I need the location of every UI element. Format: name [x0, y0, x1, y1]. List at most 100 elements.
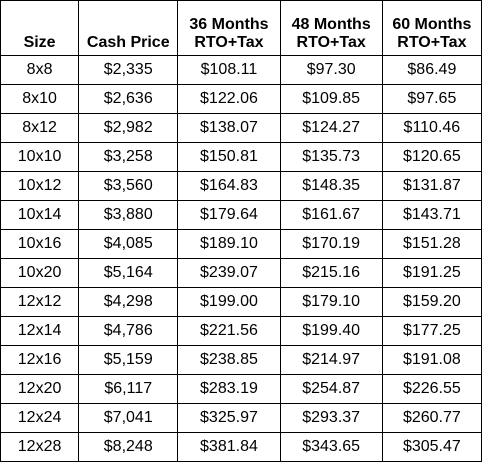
table-row: 10x20 $5,164 $239.07 $215.16 $191.25 — [0, 258, 482, 288]
table-header: Size Cash Price 36 Months RTO+Tax 48 Months R… — [0, 0, 482, 56]
cell-m36: $325.97 — [177, 403, 281, 433]
cell-size: 12x24 — [0, 403, 80, 433]
header-row: Size Cash Price 36 Months RTO+Tax 48 Months R… — [0, 0, 482, 56]
cell-m60: $143.71 — [381, 200, 482, 230]
cell-size: 12x12 — [0, 287, 80, 317]
cell-m48: $179.10 — [279, 287, 383, 317]
cell-m60: $177.25 — [381, 316, 482, 346]
cell-m36: $122.06 — [177, 84, 281, 114]
cell-m60: $97.65 — [381, 84, 482, 114]
table-row: 12x14 $4,786 $221.56 $199.40 $177.25 — [0, 316, 482, 346]
column-header-line: RTO+Tax — [397, 34, 467, 51]
cell-size: 12x28 — [0, 432, 80, 462]
cell-m60: $151.28 — [381, 229, 482, 259]
cell-m60: $159.20 — [381, 287, 482, 317]
cell-m48: $97.30 — [279, 55, 383, 85]
cell-m48: $124.27 — [279, 113, 383, 143]
cell-m60: $131.87 — [381, 171, 482, 201]
column-header-line: 60 Months — [392, 16, 472, 33]
cell-m48: $214.97 — [279, 345, 383, 375]
cell-cash-price: $4,085 — [78, 229, 179, 259]
cell-m36: $179.64 — [177, 200, 281, 230]
cell-size: 8x12 — [0, 113, 80, 143]
cell-m60: $305.47 — [381, 432, 482, 462]
column-header-line: Cash Price — [86, 34, 170, 51]
cell-m60: $191.25 — [381, 258, 482, 288]
table-row: 12x16 $5,159 $238.85 $214.97 $191.08 — [0, 345, 482, 375]
cell-cash-price: $7,041 — [78, 403, 179, 433]
cell-m48: $161.67 — [279, 200, 383, 230]
column-header-line: 36 Months — [189, 16, 269, 33]
cell-size: 10x20 — [0, 258, 80, 288]
column-header-size: Size — [0, 0, 80, 56]
cell-m60: $120.65 — [381, 142, 482, 172]
cell-m48: $343.65 — [279, 432, 383, 462]
cell-m48: $148.35 — [279, 171, 383, 201]
cell-m36: $164.83 — [177, 171, 281, 201]
cell-cash-price: $2,335 — [78, 55, 179, 85]
column-header-m36: 36 Months RTO+Tax — [177, 0, 281, 56]
table-body: 8x8 $2,335 $108.11 $97.30 $86.49 8x10 $2,636 $1… — [0, 55, 482, 462]
table-row: 12x28 $8,248 $381.84 $343.65 $305.47 — [0, 432, 482, 462]
table-row: 12x20 $6,117 $283.19 $254.87 $226.55 — [0, 374, 482, 404]
cell-m36: $138.07 — [177, 113, 281, 143]
cell-m48: $293.37 — [279, 403, 383, 433]
cell-cash-price: $8,248 — [78, 432, 179, 462]
table-row: 10x14 $3,880 $179.64 $161.67 $143.71 — [0, 200, 482, 230]
column-header-line: 48 Months — [291, 16, 371, 33]
table-row: 12x24 $7,041 $325.97 $293.37 $260.77 — [0, 403, 482, 433]
cell-size: 12x20 — [0, 374, 80, 404]
cell-m36: $189.10 — [177, 229, 281, 259]
cell-m48: $135.73 — [279, 142, 383, 172]
cell-cash-price: $5,164 — [78, 258, 179, 288]
cell-m60: $191.08 — [381, 345, 482, 375]
cell-size: 12x16 — [0, 345, 80, 375]
cell-cash-price: $2,982 — [78, 113, 179, 143]
cell-m48: $199.40 — [279, 316, 383, 346]
cell-size: 8x10 — [0, 84, 80, 114]
cell-m60: $260.77 — [381, 403, 482, 433]
cell-size: 10x14 — [0, 200, 80, 230]
column-header-cash-price: Cash Price — [78, 0, 179, 56]
cell-m36: $150.81 — [177, 142, 281, 172]
cell-m48: $170.19 — [279, 229, 383, 259]
table-row: 10x16 $4,085 $189.10 $170.19 $151.28 — [0, 229, 482, 259]
cell-size: 12x14 — [0, 316, 80, 346]
cell-m60: $86.49 — [381, 55, 482, 85]
table-row: 8x12 $2,982 $138.07 $124.27 $110.46 — [0, 113, 482, 143]
cell-m36: $283.19 — [177, 374, 281, 404]
cell-m48: $254.87 — [279, 374, 383, 404]
cell-cash-price: $3,560 — [78, 171, 179, 201]
column-header-line: RTO+Tax — [296, 34, 366, 51]
cell-cash-price: $4,786 — [78, 316, 179, 346]
cell-size: 8x8 — [0, 55, 80, 85]
table-row: 8x8 $2,335 $108.11 $97.30 $86.49 — [0, 55, 482, 85]
cell-m36: $238.85 — [177, 345, 281, 375]
table-row: 8x10 $2,636 $122.06 $109.85 $97.65 — [0, 84, 482, 114]
cell-cash-price: $3,880 — [78, 200, 179, 230]
cell-m36: $108.11 — [177, 55, 281, 85]
cell-size: 10x10 — [0, 142, 80, 172]
cell-size: 10x16 — [0, 229, 80, 259]
cell-cash-price: $4,298 — [78, 287, 179, 317]
cell-cash-price: $5,159 — [78, 345, 179, 375]
cell-size: 10x12 — [0, 171, 80, 201]
cell-cash-price: $2,636 — [78, 84, 179, 114]
table-row: 10x10 $3,258 $150.81 $135.73 $120.65 — [0, 142, 482, 172]
column-header-line: Size — [23, 34, 56, 51]
column-header-m48: 48 Months RTO+Tax — [279, 0, 383, 56]
cell-m60: $226.55 — [381, 374, 482, 404]
cell-m48: $215.16 — [279, 258, 383, 288]
cell-cash-price: $3,258 — [78, 142, 179, 172]
cell-m36: $199.00 — [177, 287, 281, 317]
cell-m48: $109.85 — [279, 84, 383, 114]
cell-cash-price: $6,117 — [78, 374, 179, 404]
cell-m36: $239.07 — [177, 258, 281, 288]
cell-m36: $221.56 — [177, 316, 281, 346]
table-row: 10x12 $3,560 $164.83 $148.35 $131.87 — [0, 171, 482, 201]
column-header-m60: 60 Months RTO+Tax — [381, 0, 482, 56]
table-row: 12x12 $4,298 $199.00 $179.10 $159.20 — [0, 287, 482, 317]
cell-m60: $110.46 — [381, 113, 482, 143]
cell-m36: $381.84 — [177, 432, 281, 462]
